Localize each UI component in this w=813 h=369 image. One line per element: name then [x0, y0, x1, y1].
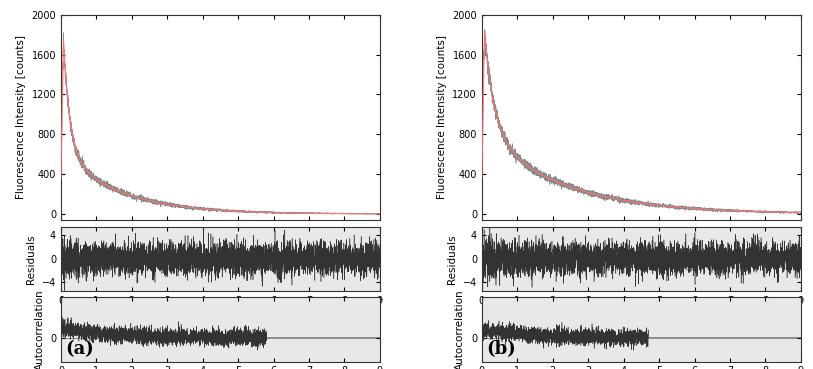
Y-axis label: Residuals: Residuals: [447, 234, 457, 283]
Text: (b): (b): [486, 340, 515, 358]
Y-axis label: Autocorrelation: Autocorrelation: [455, 289, 465, 369]
Y-axis label: Autocorrelation: Autocorrelation: [34, 289, 45, 369]
Y-axis label: Fluorescence Intensity [counts]: Fluorescence Intensity [counts]: [16, 35, 26, 199]
Text: (a): (a): [65, 340, 93, 358]
Y-axis label: Fluorescence Intensity [counts]: Fluorescence Intensity [counts]: [437, 35, 447, 199]
Y-axis label: Residuals: Residuals: [26, 234, 37, 283]
